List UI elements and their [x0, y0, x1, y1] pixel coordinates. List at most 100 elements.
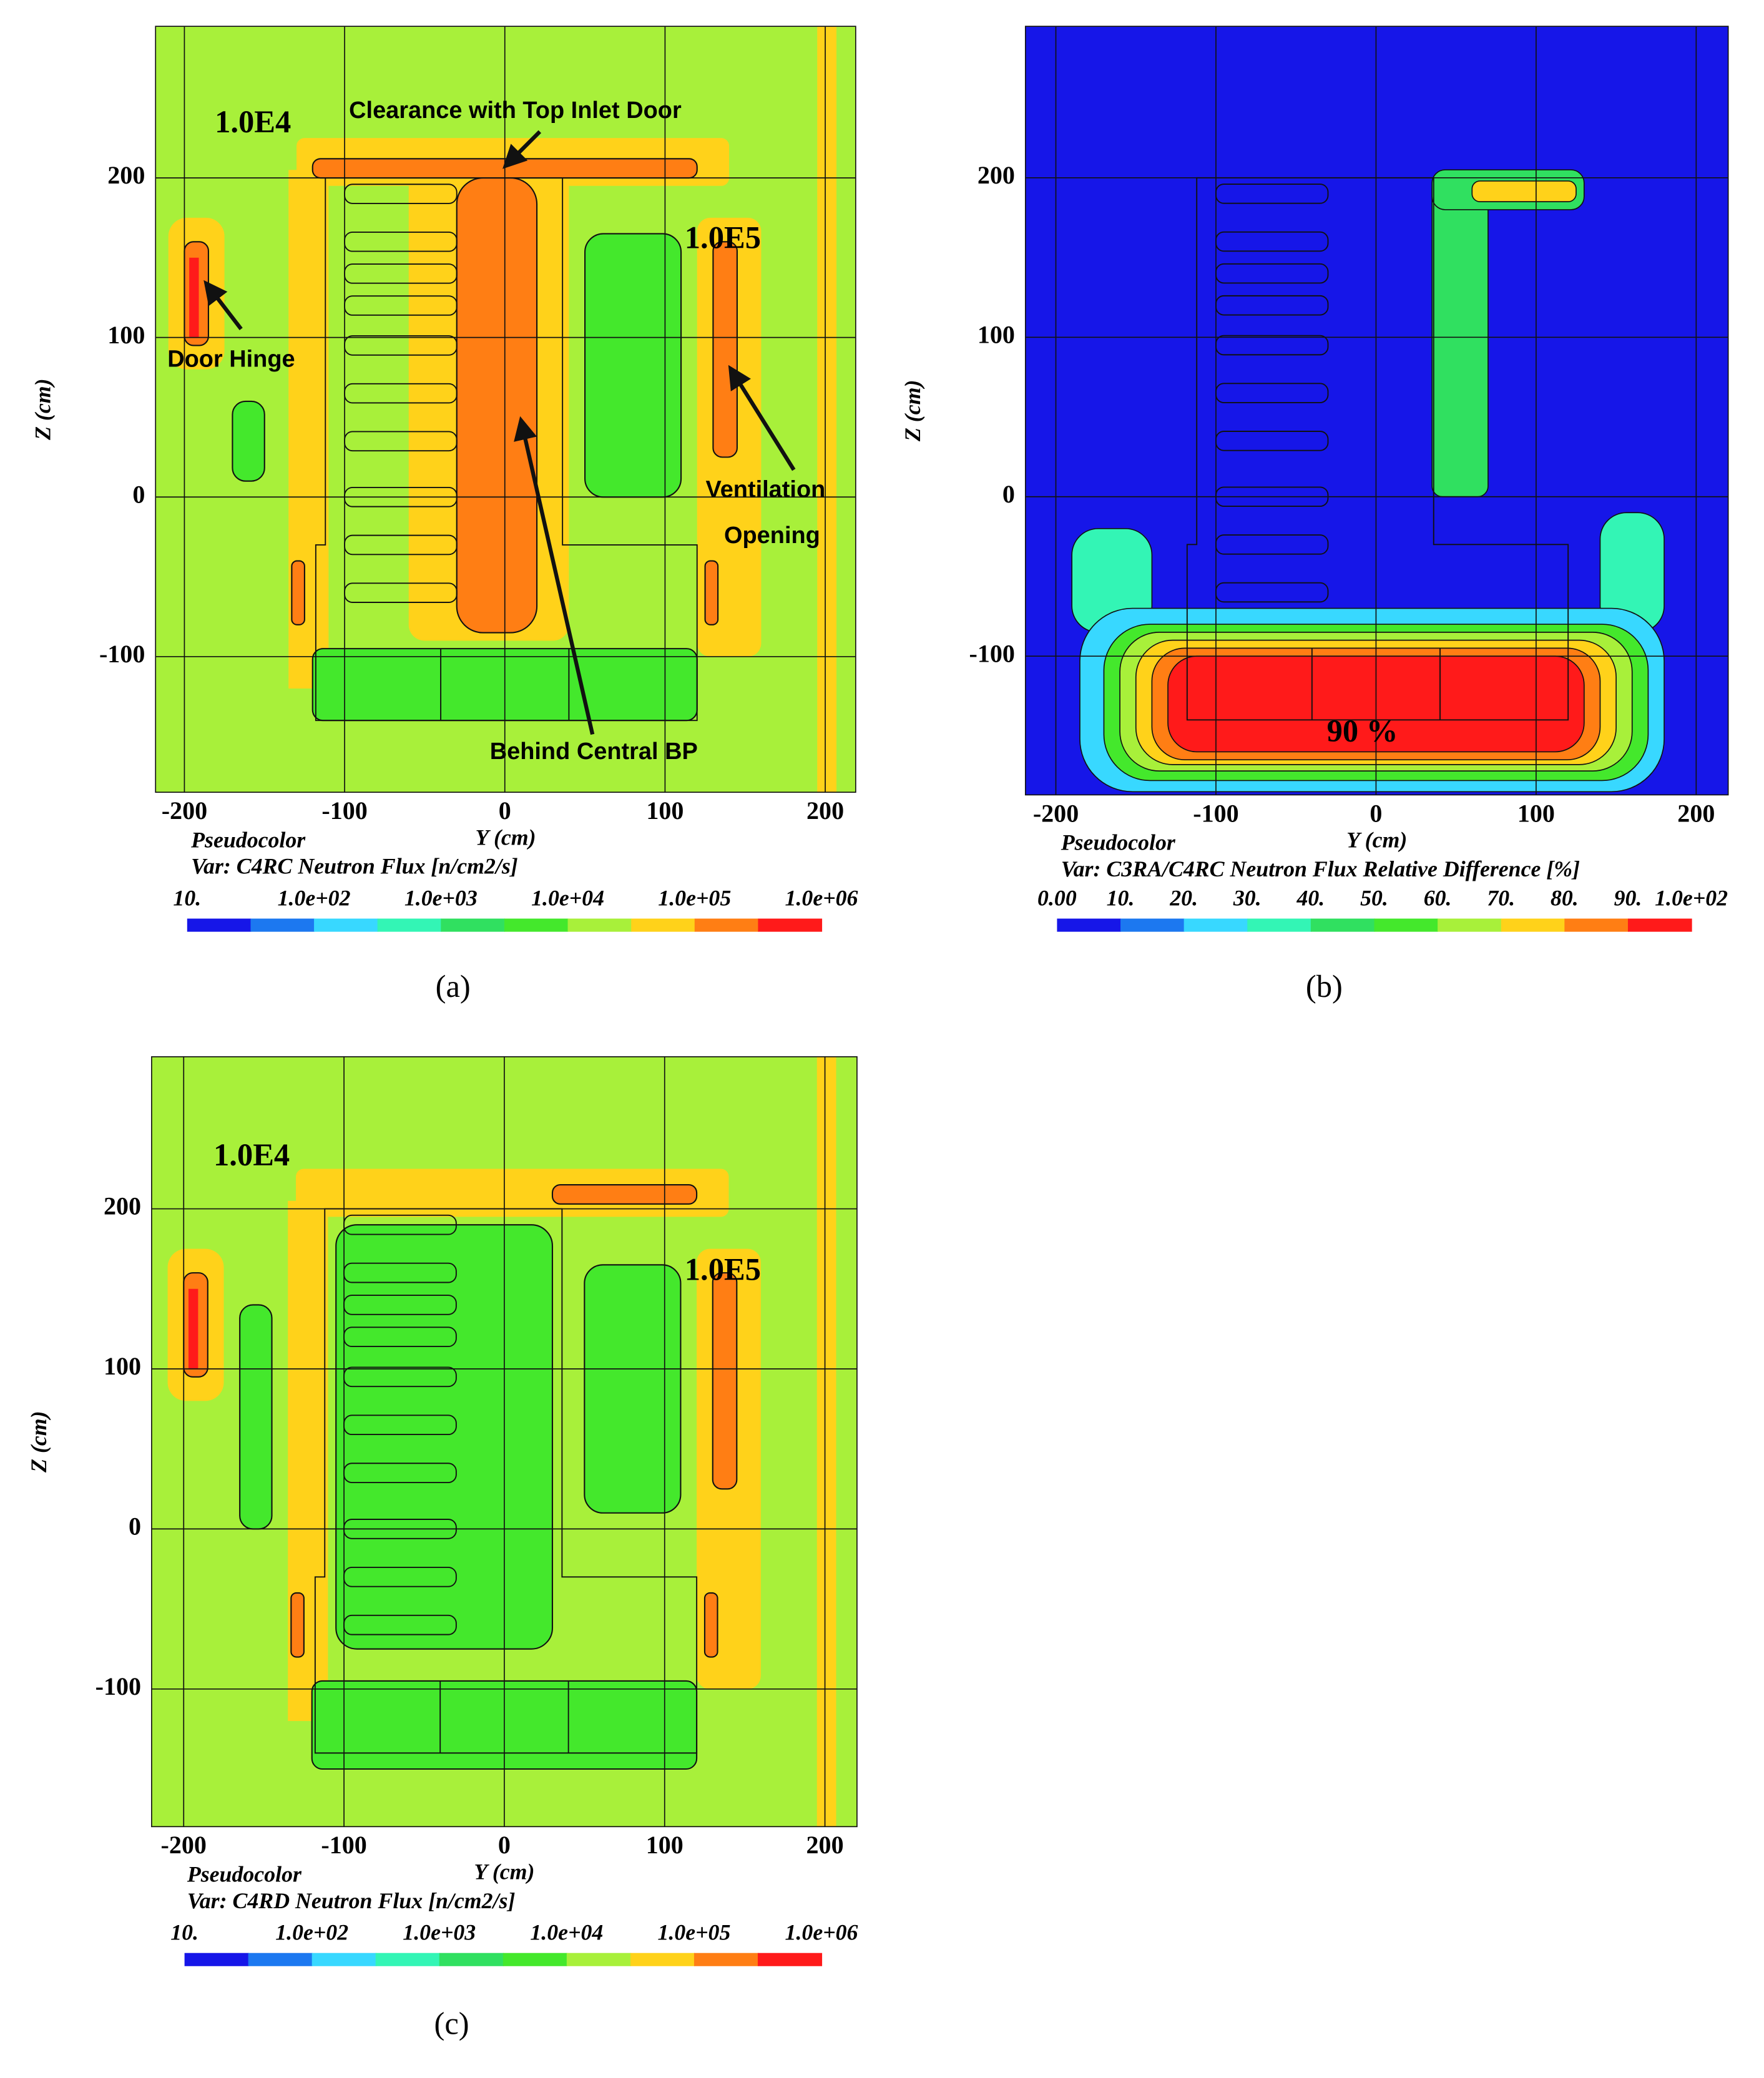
field-region [291, 560, 305, 625]
colorbar-segment [314, 918, 378, 932]
colorbar-segment [631, 918, 695, 932]
annotations: 1.0E4 Clearance with Top Inlet Door 1.0E… [167, 97, 1398, 1286]
colorbar-segment [250, 918, 315, 932]
colorbar-label: 1.0e+04 [531, 885, 604, 910]
arrow [203, 280, 243, 330]
colorbar-label: 1.0e+04 [530, 1919, 603, 1944]
variable: Var: C3RA/C4RC Neutron Flux Relative Dif… [1061, 856, 1580, 881]
colorbar-label: 1.0e+03 [404, 885, 478, 910]
colorbar-segment [441, 918, 505, 932]
x-tick-label: 100 [646, 796, 684, 825]
y-tick-label: 0 [129, 1512, 141, 1541]
colorbar-label: 40. [1296, 885, 1325, 910]
arrow [514, 416, 595, 735]
field-region [551, 1184, 698, 1205]
colorbar-label: 80. [1551, 885, 1579, 910]
x-tick-label: 200 [806, 796, 844, 825]
colorbar-label: 10. [1107, 885, 1135, 910]
panel-a: -200 -100 0 100 200 -100 0 100 200 Y (cm) Z (cm) Ps… [30, 26, 858, 1004]
annotation: Behind Central BP [490, 738, 698, 765]
y-tick-label: 100 [107, 321, 145, 349]
colorbar-label: 50. [1360, 885, 1388, 910]
colorbar-segment [567, 918, 632, 932]
structure [314, 1208, 698, 1754]
colorbar-segment [439, 1953, 504, 1966]
field-region [290, 1592, 305, 1658]
y-tick-label: 200 [104, 1192, 141, 1220]
colorbar-segment [502, 1953, 567, 1966]
plot-name: Pseudocolor [187, 1862, 302, 1887]
x-tick-label: 0 [499, 796, 511, 825]
colorbar-label: 0.00 [1037, 885, 1077, 910]
field-region [703, 1592, 718, 1658]
colorbar-segment [1564, 918, 1629, 932]
field-region [816, 1056, 836, 1827]
variable: Var: C4RD Neutron Flux [n/cm2/s] [187, 1888, 516, 1913]
x-tick-label: 100 [1517, 799, 1555, 827]
plot-frame [1024, 26, 1729, 796]
colorbar-segment [1627, 918, 1692, 932]
colorbar-label: 1.0e+02 [278, 885, 351, 910]
contour-label: 1.0E4 [213, 1137, 290, 1172]
y-tick-label: 100 [104, 1352, 141, 1380]
colorbar-segment [630, 1953, 695, 1966]
colorbar-segment [693, 1953, 759, 1966]
colorbar-label: 70. [1487, 885, 1515, 910]
x-tick-label: 200 [1677, 799, 1715, 827]
arrow [502, 130, 542, 169]
colorbar-segment [1247, 918, 1311, 932]
field-region [817, 26, 837, 793]
colorbar-segment [1310, 918, 1375, 932]
colorbar-label: 10. [170, 1919, 198, 1944]
colorbar-label: 90. [1614, 885, 1642, 910]
x-tick-label: 100 [646, 1831, 684, 1859]
annotation: 90 % [1327, 713, 1398, 748]
variable: Var: C4RC Neutron Flux [n/cm2/s] [191, 854, 518, 879]
colorbar-segment [1057, 918, 1122, 932]
y-tick-label: 0 [1002, 480, 1015, 508]
colorbar-segment [248, 1953, 313, 1966]
field-region [296, 1169, 729, 1217]
y-tick-label: -100 [99, 640, 145, 668]
structure [1186, 177, 1569, 721]
field-region [712, 241, 738, 458]
y-tick-label: -100 [969, 639, 1015, 667]
colorbar-segment [1501, 918, 1566, 932]
x-tick-label: 0 [1370, 799, 1382, 827]
colorbar-segment [504, 918, 569, 932]
field-region [584, 1264, 682, 1514]
y-tick-label: 0 [132, 480, 145, 508]
panel-c: -200 -100 0 100 200 -100 0 100 200 Y (cm) Z (cm) Ps… [26, 1056, 858, 2041]
colorbar-segment [1374, 918, 1439, 932]
plot-name: Pseudocolor [1061, 830, 1176, 855]
field-region [188, 1288, 198, 1369]
x-tick-label: 200 [806, 1831, 844, 1859]
annotation: Ventilation [705, 476, 825, 502]
colorbar-label: 1.0e+03 [403, 1919, 476, 1944]
field-region [704, 560, 719, 625]
y-tick-label: 100 [978, 320, 1015, 348]
field-region [239, 1304, 273, 1530]
field-region [1471, 180, 1577, 202]
colorbar-segment [566, 1953, 631, 1966]
colorbar-label: 1.0e+05 [657, 1919, 730, 1944]
x-axis-label: Y (cm) [1346, 828, 1407, 853]
structure [315, 177, 698, 722]
colorbar-segment [694, 918, 759, 932]
field-region [335, 1224, 554, 1650]
colorbar-segment [311, 1953, 376, 1966]
panel-b: -200 -100 0 100 200 -100 0 100 200 Y (cm) Z (cm) Ps… [900, 26, 1729, 1004]
colorbar-segment [1183, 918, 1248, 932]
colorbar-label: 10. [173, 885, 201, 910]
plot-frame [151, 1056, 858, 1828]
colorbar-label: 1.0e+06 [785, 1919, 858, 1944]
colorbar-label: 1.0e+05 [658, 885, 731, 910]
annotation: Clearance with Top Inlet Door [349, 97, 682, 124]
colorbar-label: 20. [1169, 885, 1198, 910]
x-axis-label: Y (cm) [474, 1859, 534, 1884]
panel-label: (a) [436, 969, 471, 1004]
y-axis-label: Z (cm) [900, 380, 925, 442]
field-region [584, 233, 682, 498]
y-axis-label: Z (cm) [26, 1411, 51, 1473]
x-tick-label: -200 [1033, 799, 1079, 827]
